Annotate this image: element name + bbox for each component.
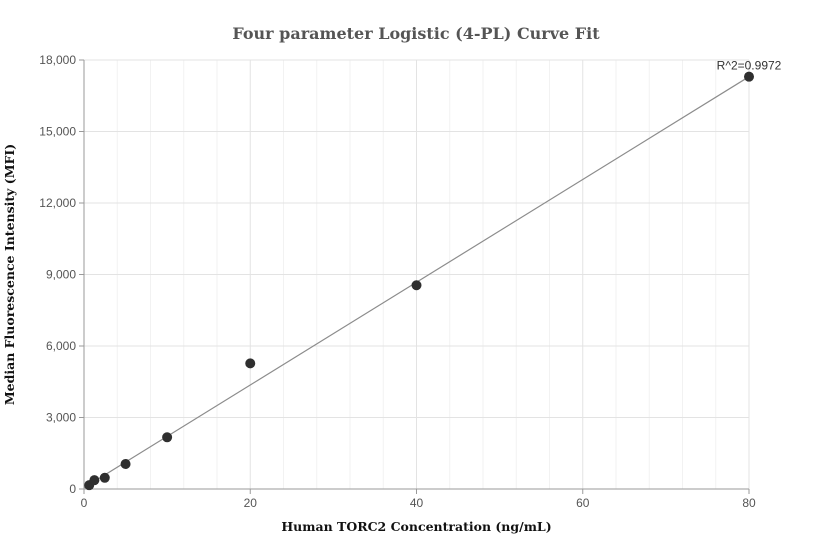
x-tick-label: 80 (742, 496, 756, 510)
grid (83, 59, 750, 490)
y-axis-title: Median Fluorescence Intensity (MFI) (2, 144, 17, 405)
y-tick-label: 18,000 (39, 53, 76, 67)
data-point (120, 458, 131, 469)
y-tick-label: 9,000 (46, 268, 76, 282)
y-tick-label: 15,000 (39, 125, 76, 139)
y-tick-label: 3,000 (46, 411, 76, 425)
y-tick-label: 0 (69, 482, 76, 496)
r-squared-annotation: R^2=0.9972 (717, 59, 782, 73)
data-point (89, 475, 100, 486)
x-tick-label: 60 (576, 496, 590, 510)
y-tick-label: 12,000 (39, 196, 76, 210)
data-point (411, 280, 422, 291)
data-points (84, 71, 754, 491)
y-tick-label: 6,000 (46, 339, 76, 353)
data-point (245, 358, 256, 369)
data-point (162, 432, 173, 443)
x-tick-label: 20 (244, 496, 258, 510)
x-tick-label: 40 (410, 496, 424, 510)
chart-title: Four parameter Logistic (4-PL) Curve Fit (232, 24, 600, 43)
data-point (99, 472, 110, 483)
x-axis-title: Human TORC2 Concentration (ng/mL) (281, 519, 551, 534)
data-point (744, 71, 754, 82)
x-tick-label: 0 (81, 496, 88, 510)
ticks: 0 20 40 60 80 0 3,000 6,000 9,000 12,000 15,000 18,… (39, 53, 756, 510)
